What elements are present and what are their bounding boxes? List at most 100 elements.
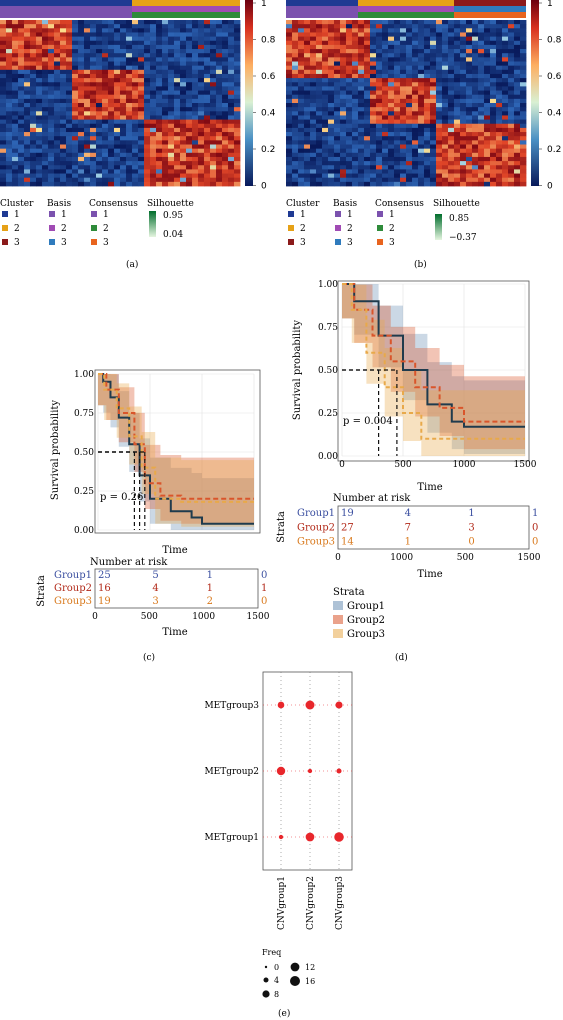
heatmap-b-cell <box>442 156 449 162</box>
heatmap-b-cell <box>454 132 461 137</box>
heatmap-a-cell <box>234 173 241 179</box>
heatmap-a-cell <box>24 44 31 50</box>
heatmap-b-cell <box>442 98 449 104</box>
heatmap-b-cell <box>370 111 377 116</box>
heatmap-b-cell <box>298 136 305 141</box>
heatmap-a-cell <box>12 78 19 83</box>
heatmap-b-cell <box>316 152 323 158</box>
km-d-curve-1 <box>342 283 525 428</box>
heatmap-a-cell <box>192 144 199 150</box>
heatmap-b-cell <box>478 169 485 174</box>
legend-b-basis-item-3: 3 <box>347 238 353 248</box>
heatmap-a-cell <box>54 165 61 170</box>
heatmap-a-cell <box>222 98 229 104</box>
heatmap-a-cell <box>72 152 79 158</box>
heatmap-b-cell <box>502 103 509 108</box>
legend-b-cluster-swatch-3 <box>288 239 294 245</box>
heatmap-a-cell <box>30 94 37 100</box>
km-d-risk-value: 7 <box>405 522 411 533</box>
heatmap-a-cell <box>198 127 205 133</box>
heatmap-b-cell <box>436 140 443 145</box>
heatmap-a-cell <box>48 69 55 75</box>
heatmap-a-cell <box>12 69 19 75</box>
heatmap-b-cell <box>514 103 521 108</box>
heatmap-a-cell <box>6 177 13 183</box>
heatmap-a-cell <box>126 98 133 104</box>
heatmap-a-cell <box>90 132 97 137</box>
heatmap-a-cell <box>42 24 49 29</box>
heatmap-b-cell <box>472 65 479 71</box>
heatmap-a-cell <box>60 49 67 54</box>
heatmap-a-cell <box>36 86 43 91</box>
heatmap-a-cell <box>66 148 73 154</box>
heatmap-b-cell <box>478 177 485 183</box>
heatmap-a-cell <box>0 115 7 120</box>
heatmap-a-cell <box>72 144 79 150</box>
heatmap-b-cell <box>340 40 347 46</box>
heatmap-a-cell <box>66 152 73 158</box>
heatmap-b-cell <box>328 24 335 29</box>
legend-a-basis-item-1: 1 <box>61 210 67 220</box>
heatmap-a-cell <box>222 32 229 37</box>
heatmap-b-cell <box>346 82 353 87</box>
heatmap-a-cell <box>108 49 115 54</box>
heatmap-b-cell <box>382 57 389 62</box>
heatmap-a-cell <box>198 57 205 62</box>
heatmap-b-cell <box>352 132 359 137</box>
heatmap-b-cell <box>316 136 323 141</box>
heatmap-a-cell <box>150 69 157 75</box>
heatmap-a-cell <box>198 53 205 58</box>
legend-b-consensus-swatch-3 <box>377 239 383 245</box>
heatmap-b-cell <box>400 73 407 79</box>
heatmap-b-cell <box>394 36 401 42</box>
heatmap-a-cell <box>234 78 241 83</box>
heatmap-b-cell <box>328 140 335 145</box>
heatmap-b-cell <box>406 136 413 141</box>
heatmap-a-cell <box>0 148 7 154</box>
heatmap-a-cell <box>180 53 187 58</box>
heatmap-b-cell <box>388 94 395 100</box>
heatmap-a-cell <box>144 78 151 83</box>
heatmap-a-cell <box>186 119 193 125</box>
heatmap-b-cell <box>514 78 521 83</box>
heatmap-a-cell <box>216 32 223 37</box>
heatmap-b-cell <box>358 65 365 71</box>
heatmap-b-cell <box>418 44 425 50</box>
heatmap-a-cell <box>72 111 79 116</box>
heatmap-a-cell <box>60 161 67 166</box>
heatmap-b-cell <box>502 169 509 174</box>
legend-b-consensus-item-2: 2 <box>389 224 395 234</box>
heatmap-a-cell <box>180 44 187 50</box>
heatmap-b-cell <box>292 28 299 33</box>
km-d-xtick-label-0: 0 <box>339 460 345 470</box>
heatmap-b-cell <box>454 98 461 104</box>
heatmap-a-cell <box>138 49 145 54</box>
heatmap-a-cell <box>198 132 205 137</box>
heatmap-b-cell <box>502 20 509 25</box>
heatmap-b-cell <box>520 115 527 120</box>
heatmap-a-cell <box>108 90 115 96</box>
heatmap-a-cell <box>48 119 55 125</box>
heatmap-b-cell <box>406 32 413 37</box>
heatmap-b-cell <box>520 94 527 100</box>
heatmap-a-cell <box>186 136 193 141</box>
heatmap-a-cell <box>144 181 151 187</box>
heatmap-a-cell <box>180 65 187 71</box>
heatmap-b-cell <box>424 40 431 46</box>
heatmap-a-cell <box>150 132 157 137</box>
heatmap-a-cell <box>180 40 187 46</box>
heatmap-b-cell <box>304 69 311 75</box>
heatmap-a-cell <box>72 40 79 46</box>
heatmap-a-cell <box>174 78 181 83</box>
heatmap-a-cell <box>108 161 115 166</box>
km-c-ytick-label-2: 0.50 <box>74 448 94 458</box>
heatmap-b-cell <box>328 169 335 174</box>
heatmap-b-cell <box>502 90 509 96</box>
heatmap-b-cell <box>442 140 449 145</box>
heatmap-b-cell <box>310 127 317 133</box>
heatmap-b-cell <box>388 161 395 166</box>
heatmap-a-cell <box>204 119 211 125</box>
heatmap-b-cell <box>514 107 521 112</box>
heatmap-b-cell <box>460 169 467 174</box>
heatmap-b-cell <box>514 86 521 91</box>
